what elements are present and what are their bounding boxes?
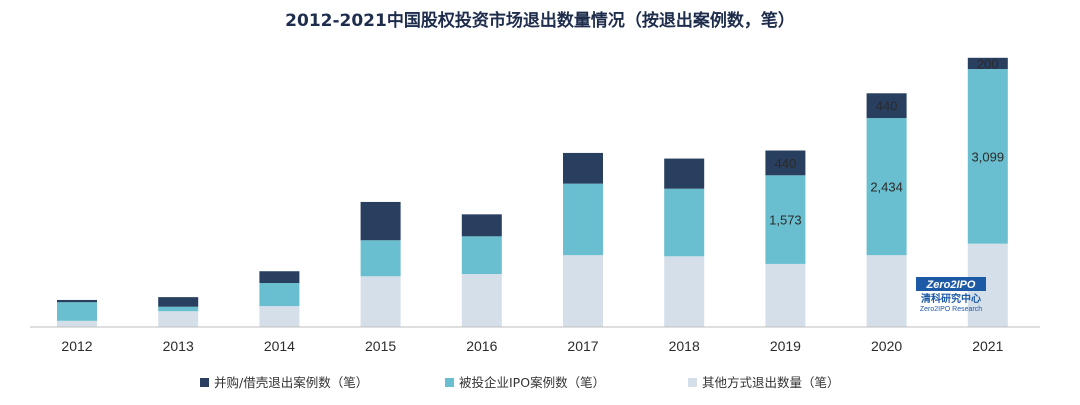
legend-label: 并购/借壳退出案例数（笔）	[214, 375, 368, 390]
bar-2019-series-1	[765, 175, 806, 264]
x-tick-label: 2012	[61, 338, 92, 354]
bar-2016-series-0	[461, 274, 502, 327]
legend-label: 其他方式退出数量（笔）	[702, 375, 840, 390]
bar-2012-series-0	[57, 320, 97, 327]
chart-title: 2012-2021中国股权投资市场退出数量情况（按退出案例数，笔）	[285, 10, 795, 31]
bar-2015-series-2	[360, 201, 401, 241]
bar-2018-series-0	[664, 256, 705, 327]
data-label: 3,099	[972, 149, 1005, 164]
bar-2014-series-2	[259, 271, 300, 284]
x-tick-label: 2021	[972, 338, 1003, 354]
bar-2014-series-0	[259, 306, 300, 327]
bar-2017-series-0	[563, 255, 603, 327]
bar-2020-series-2	[866, 93, 907, 119]
x-tick-label: 2013	[163, 338, 194, 354]
bar-2020-series-0	[866, 255, 907, 327]
bar-2013-series-2	[158, 297, 199, 307]
data-label: 2,434	[870, 180, 903, 195]
legend-swatch	[445, 378, 454, 387]
legend-swatch	[688, 378, 697, 387]
zero2ipo-watermark: Zero2IPO 清科研究中心 Zero2IPO Research	[916, 277, 986, 313]
data-label: 440	[775, 156, 797, 171]
x-tick-label: 2019	[770, 338, 801, 354]
bar-2017-series-1	[563, 183, 603, 256]
x-tick-label: 2018	[669, 338, 700, 354]
bar-2019-series-2	[765, 150, 806, 176]
data-label: 200	[977, 56, 999, 71]
logo-badge	[916, 277, 986, 291]
legend-swatch	[200, 378, 209, 387]
bar-2012-series-1	[57, 302, 97, 321]
bar-2018-series-2	[664, 158, 705, 189]
x-tick-label: 2014	[264, 338, 295, 354]
x-tick-label: 2020	[871, 338, 902, 354]
logo-subtitle: Zero2IPO Research	[920, 306, 982, 313]
x-tick-label: 2016	[466, 338, 497, 354]
data-label: 1,573	[769, 213, 802, 228]
bar-2015-series-0	[360, 276, 401, 327]
x-tick-label: 2015	[365, 338, 396, 354]
x-tick-labels: 2012 2013 2014 2015 2016 2017 2018 2019 2020 2021	[61, 338, 1003, 354]
bar-2016-series-2	[461, 214, 502, 237]
logo-name: 清科研究中心	[921, 292, 981, 305]
bars-group	[57, 57, 1008, 327]
bar-2013-series-0	[158, 311, 199, 327]
legend: 并购/借壳退出案例数（笔） 被投企业IPO案例数（笔） 其他方式退出数量（笔）	[200, 375, 840, 390]
bar-2017-series-2	[563, 152, 603, 184]
bar-2013-series-1	[158, 306, 199, 312]
bar-2020-series-1	[866, 118, 907, 256]
x-tick-label: 2017	[567, 338, 598, 354]
legend-label: 被投企业IPO案例数（笔）	[459, 375, 605, 390]
bar-2012-series-2	[57, 299, 97, 303]
bar-2021-series-2	[967, 57, 1008, 70]
bar-2018-series-1	[664, 188, 705, 257]
logo-text: Zero2IPO	[926, 279, 976, 291]
bar-2019-series-0	[765, 263, 806, 327]
bar-2015-series-1	[360, 240, 401, 277]
bar-2016-series-1	[461, 236, 502, 275]
data-label: 440	[876, 99, 898, 114]
bar-2014-series-1	[259, 283, 300, 307]
data-labels-group: 1,573 2,434 3,099 440 440 200	[769, 56, 1004, 227]
bar-2021-series-1	[967, 69, 1008, 244]
